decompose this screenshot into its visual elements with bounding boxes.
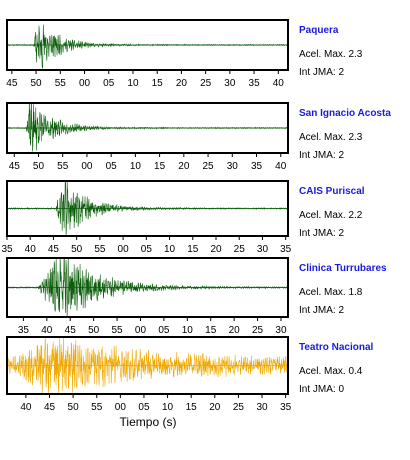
- x-tick-label: 05: [106, 161, 118, 172]
- panel-frame: [6, 102, 289, 154]
- station-name: Paquera: [299, 25, 339, 36]
- x-tick-label: 35: [1, 244, 13, 255]
- x-tick-label: 00: [118, 244, 130, 255]
- seismogram-panel-2: 45 50 55 00 05 10 15 20 25 30 35 40 San Ignacio Acos…: [6, 102, 391, 172]
- x-tick-label: 30: [275, 325, 287, 336]
- x-tick-label: 10: [162, 402, 174, 413]
- seismic-trace: [7, 24, 288, 69]
- station-name: Clinica Turrubares: [299, 263, 387, 274]
- x-tick-label: 55: [94, 244, 106, 255]
- x-tick-label: 15: [152, 78, 164, 89]
- x-tick-label: 40: [275, 161, 287, 172]
- seismogram-panel-4: 35 40 45 50 55 00 05 10 15 20 25 30 Clinica Turrubar…: [6, 257, 387, 336]
- panel-frame: [6, 19, 289, 71]
- max-acceleration-label: Acel. Max. 0.4: [299, 366, 363, 377]
- x-tick-label: 30: [256, 402, 268, 413]
- max-acceleration-label: Acel. Max. 2.2: [299, 210, 363, 221]
- x-tick-label: 25: [233, 402, 245, 413]
- x-tick-label: 50: [31, 78, 43, 89]
- x-tick-label: 20: [209, 402, 221, 413]
- seismogram-panels: 45 50 55 00 05 10 15 20 25 30 35 40 Paquera Acel. Max…: [1, 19, 391, 413]
- x-tick-label: 05: [138, 402, 150, 413]
- x-tick-label: 40: [25, 244, 37, 255]
- x-tick-label: 20: [229, 325, 241, 336]
- x-tick-label: 45: [9, 161, 21, 172]
- x-tick-label: 15: [186, 402, 198, 413]
- x-tick-label: 55: [111, 325, 123, 336]
- x-tick-label: 45: [6, 78, 18, 89]
- panel-frame: [6, 180, 289, 237]
- x-tick-label: 40: [20, 402, 32, 413]
- x-tick-label: 25: [234, 244, 246, 255]
- max-acceleration-label: Acel. Max. 1.8: [299, 287, 363, 298]
- x-tick-label: 50: [68, 402, 80, 413]
- seismogram-panel-5: 40 45 50 55 00 05 10 15 20 25 30 35 Teatro Nacional A…: [6, 336, 373, 413]
- max-acceleration-label: Acel. Max. 2.3: [299, 49, 363, 60]
- x-tick-label: 25: [202, 161, 214, 172]
- x-tick-label: 35: [251, 161, 263, 172]
- x-tick-label: 10: [182, 325, 194, 336]
- x-tick-label: 50: [33, 161, 45, 172]
- x-tick-label: 25: [200, 78, 212, 89]
- seismogram-panel-3: 35 40 45 50 55 00 05 10 15 20 25 30 35 CAIS Puriscal A…: [1, 180, 365, 255]
- seismic-trace: [7, 103, 288, 152]
- x-tick-label: 00: [135, 325, 147, 336]
- x-tick-label: 10: [164, 244, 176, 255]
- jma-intensity-label: Int JMA: 2: [299, 67, 344, 78]
- panel-frame: [6, 336, 289, 395]
- jma-intensity-label: Int JMA: 2: [299, 150, 344, 161]
- seismic-trace: [7, 258, 288, 317]
- x-tick-label: 35: [249, 78, 261, 89]
- seismic-trace: [7, 337, 288, 394]
- jma-intensity-label: Int JMA: 0: [299, 384, 344, 395]
- x-tick-label: 15: [187, 244, 199, 255]
- x-tick-label: 45: [65, 325, 77, 336]
- x-tick-label: 05: [158, 325, 170, 336]
- x-tick-label: 10: [130, 161, 142, 172]
- x-tick-label: 00: [115, 402, 127, 413]
- x-tick-label: 05: [103, 78, 115, 89]
- x-tick-label: 15: [205, 325, 217, 336]
- jma-intensity-label: Int JMA: 2: [299, 305, 344, 316]
- x-axis-title: Tiempo (s): [120, 415, 177, 429]
- x-tick-label: 55: [91, 402, 103, 413]
- station-name: CAIS Puriscal: [299, 186, 365, 197]
- x-tick-label: 10: [127, 78, 139, 89]
- x-tick-label: 55: [57, 161, 69, 172]
- x-tick-label: 20: [210, 244, 222, 255]
- x-tick-label: 50: [88, 325, 100, 336]
- x-tick-label: 45: [44, 402, 56, 413]
- x-tick-label: 15: [154, 161, 166, 172]
- x-tick-label: 00: [81, 161, 93, 172]
- x-tick-label: 30: [227, 161, 239, 172]
- x-tick-label: 35: [18, 325, 30, 336]
- jma-intensity-label: Int JMA: 2: [299, 228, 344, 239]
- x-tick-label: 40: [273, 78, 285, 89]
- station-name: San Ignacio Acosta: [299, 108, 391, 119]
- x-tick-label: 30: [224, 78, 236, 89]
- max-acceleration-label: Acel. Max. 2.3: [299, 132, 363, 143]
- seismic-trace: [7, 181, 288, 236]
- x-tick-label: 20: [176, 78, 188, 89]
- seismogram-panel-1: 45 50 55 00 05 10 15 20 25 30 35 40 Paquera Acel. Max…: [6, 19, 363, 89]
- x-tick-label: 45: [48, 244, 60, 255]
- x-tick-label: 00: [79, 78, 91, 89]
- x-tick-label: 35: [280, 402, 292, 413]
- x-tick-label: 55: [55, 78, 67, 89]
- x-tick-label: 35: [280, 244, 292, 255]
- x-tick-label: 25: [252, 325, 264, 336]
- x-tick-label: 05: [141, 244, 153, 255]
- x-tick-label: 40: [41, 325, 53, 336]
- x-tick-label: 30: [257, 244, 269, 255]
- x-tick-label: 50: [71, 244, 83, 255]
- panel-frame: [6, 257, 289, 318]
- x-tick-label: 20: [178, 161, 190, 172]
- station-name: Teatro Nacional: [299, 342, 373, 353]
